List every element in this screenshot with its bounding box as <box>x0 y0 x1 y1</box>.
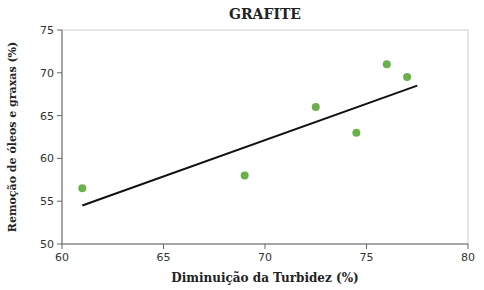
tick-mark <box>265 244 266 249</box>
tick-label: 60 <box>55 251 69 264</box>
chart-container: 60 65 70 75 80 50 55 60 65 70 75 GRAFITE Diminuição … <box>0 0 484 290</box>
tick-label: 50 <box>40 238 54 251</box>
y-axis-line <box>62 30 63 244</box>
tick-mark <box>57 30 62 31</box>
x-axis-line <box>62 244 468 245</box>
tick-label: 70 <box>258 251 272 264</box>
y-axis-label: Remoção de óleos e graxas (%) <box>6 42 19 233</box>
tick-label: 75 <box>40 24 54 37</box>
tick-mark <box>57 158 62 159</box>
scatter-point <box>78 184 86 192</box>
plot-area <box>62 30 468 244</box>
tick-mark <box>57 115 62 116</box>
x-axis-label: Diminuição da Turbidez (%) <box>171 271 358 285</box>
scatter-point <box>383 60 391 68</box>
tick-mark <box>57 201 62 202</box>
tick-mark <box>366 244 367 249</box>
data-marks <box>78 60 417 205</box>
tick-mark <box>62 244 63 249</box>
tick-label: 60 <box>40 152 54 165</box>
tick-label: 55 <box>40 195 54 208</box>
tick-label: 65 <box>40 110 54 123</box>
tick-mark <box>468 244 469 249</box>
tick-label: 70 <box>40 67 54 80</box>
trend-line <box>82 86 417 206</box>
title: GRAFITE <box>229 6 301 22</box>
scatter-point <box>312 103 320 111</box>
tick-mark <box>57 72 62 73</box>
tick-label: 65 <box>157 251 171 264</box>
tick-label: 80 <box>461 251 475 264</box>
scatter-point <box>241 172 249 180</box>
axes: 60 65 70 75 80 50 55 60 65 70 75 <box>40 24 475 264</box>
tick-mark <box>163 244 164 249</box>
tick-mark <box>57 244 62 245</box>
scatter-point <box>352 129 360 137</box>
chart-svg: 60 65 70 75 80 50 55 60 65 70 75 GRAFITE Diminuição … <box>0 0 484 290</box>
tick-label: 75 <box>360 251 374 264</box>
scatter-point <box>403 73 411 81</box>
